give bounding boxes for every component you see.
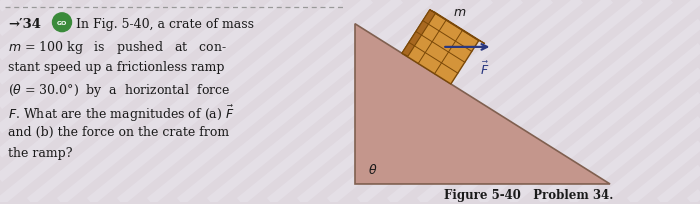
Polygon shape [430,11,485,44]
Text: In Fig. 5-40, a crate of mass: In Fig. 5-40, a crate of mass [76,18,254,31]
Circle shape [52,14,71,32]
Text: $m$: $m$ [453,6,466,19]
Text: $\vec{F}$: $\vec{F}$ [480,60,490,78]
Polygon shape [402,11,479,85]
Text: $m$ = 100 kg   is   pushed   at   con-: $m$ = 100 kg is pushed at con- [8,39,227,56]
Text: →′34: →′34 [8,18,41,31]
Polygon shape [355,25,610,184]
Text: $F$. What are the magnitudes of (a) $\vec{F}$: $F$. What are the magnitudes of (a) $\ve… [8,104,234,124]
Text: GO: GO [57,21,67,26]
Text: Figure 5-40   Problem 34.: Figure 5-40 Problem 34. [444,188,614,201]
Text: stant speed up a frictionless ramp: stant speed up a frictionless ramp [8,61,225,74]
Text: $\theta$: $\theta$ [368,162,377,176]
Polygon shape [402,11,436,57]
Text: and (b) the force on the crate from: and (b) the force on the crate from [8,125,229,138]
Text: the ramp?: the ramp? [8,146,73,159]
Text: ($\theta$ = 30.0°)  by  a  horizontal  force: ($\theta$ = 30.0°) by a horizontal force [8,82,230,99]
